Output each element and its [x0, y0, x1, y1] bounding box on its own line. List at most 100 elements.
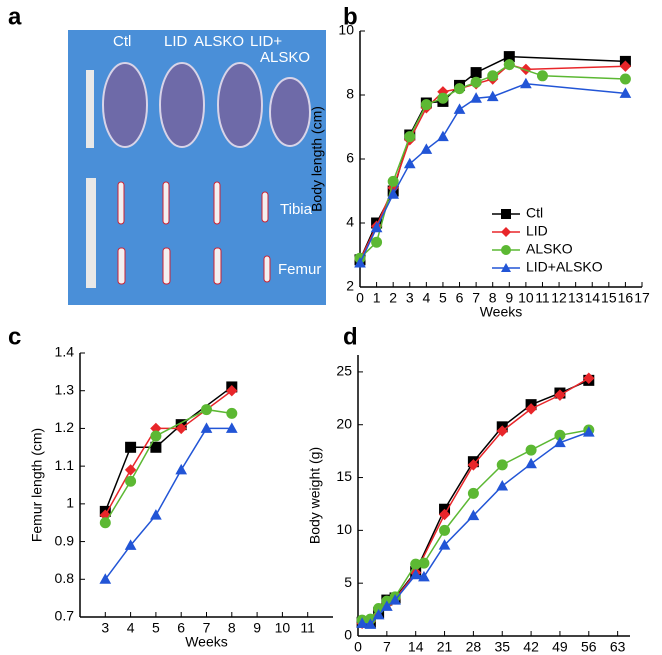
photo-label: Tibia — [280, 201, 313, 218]
marker — [619, 60, 632, 72]
marker — [467, 459, 480, 471]
photo-bones — [117, 181, 271, 285]
legend-label: ALSKO — [526, 241, 573, 257]
panel-letter: c — [8, 323, 21, 350]
marker — [175, 422, 187, 435]
marker — [487, 70, 499, 82]
marker — [387, 175, 399, 187]
x-tick-label: 12 — [551, 290, 567, 306]
y-tick-label: 1.2 — [55, 419, 75, 435]
legend-marker — [501, 245, 511, 255]
marker — [520, 63, 532, 76]
marker — [226, 385, 238, 397]
x-tick-label: 14 — [584, 290, 600, 306]
marker — [354, 256, 366, 268]
ruler — [86, 178, 96, 288]
marker — [467, 509, 480, 521]
marker — [619, 87, 632, 98]
x-tick-label: 14 — [408, 639, 424, 655]
series-line — [362, 379, 590, 624]
x-tick-label: 3 — [101, 620, 109, 636]
x-axis-label: Weeks — [185, 634, 228, 650]
x-tick-label: 8 — [489, 290, 497, 306]
x-tick-label: 21 — [437, 639, 453, 655]
x-tick-label: 3 — [406, 290, 414, 306]
y-axis-label: Body length (cm) — [309, 106, 325, 212]
x-tick-label: 63 — [610, 639, 626, 655]
x-tick-label: 10 — [275, 620, 291, 636]
y-tick-label: 0 — [344, 627, 352, 643]
marker — [420, 99, 432, 111]
x-tick-label: 7 — [383, 639, 391, 655]
y-tick-label: 0.8 — [55, 570, 75, 586]
y-axis-label: Body weight (g) — [307, 447, 323, 544]
x-axis-label: Weeks — [480, 304, 523, 320]
marker — [418, 557, 430, 569]
marker — [150, 430, 162, 442]
photo-label: ALSKO — [260, 49, 310, 66]
x-tick-label: 35 — [494, 639, 510, 655]
photo-label: LID — [164, 33, 188, 50]
x-tick-label: 5 — [439, 290, 447, 306]
marker — [99, 573, 112, 584]
marker — [99, 517, 111, 529]
legend-marker — [501, 227, 511, 237]
marker — [520, 77, 532, 89]
marker — [467, 487, 479, 499]
marker — [486, 90, 499, 102]
marker — [619, 73, 631, 85]
x-tick-label: 49 — [552, 639, 568, 655]
y-tick-label: 1.3 — [55, 381, 75, 397]
marker — [438, 539, 451, 550]
marker — [125, 441, 137, 453]
series-line — [104, 427, 232, 580]
y-tick-label: 6 — [346, 150, 354, 166]
legend-label: Ctl — [526, 205, 543, 221]
x-tick-label: 17 — [634, 290, 650, 306]
marker — [124, 464, 137, 476]
x-tick-label: 0 — [354, 639, 362, 655]
x-tick-label: 8 — [228, 620, 236, 636]
marker — [438, 508, 451, 521]
y-axis-label: Femur length (cm) — [29, 428, 45, 542]
x-tick-label: 9 — [505, 290, 513, 306]
x-tick-label: 2 — [389, 290, 397, 306]
series-line — [104, 408, 232, 524]
y-tick-label: 15 — [336, 468, 352, 484]
panel-letter: a — [8, 3, 22, 30]
x-tick-label: 16 — [618, 290, 634, 306]
x-tick-label: 4 — [127, 620, 135, 636]
marker — [470, 67, 482, 79]
y-tick-label: 8 — [346, 86, 354, 102]
marker — [125, 475, 137, 487]
y-tick-label: 1.1 — [55, 457, 75, 473]
photo-label: Femur — [278, 261, 321, 278]
marker — [525, 403, 537, 415]
x-tick-label: 5 — [152, 620, 160, 636]
marker — [439, 524, 451, 536]
photo-label: LID+ — [250, 33, 282, 50]
legend-marker — [501, 209, 511, 219]
marker — [364, 618, 377, 629]
x-tick-label: 56 — [581, 639, 597, 655]
y-tick-label: 0.7 — [55, 608, 75, 624]
y-tick-label: 2 — [346, 278, 354, 294]
panel-letter: b — [343, 3, 358, 30]
marker — [420, 143, 433, 154]
x-tick-label: 11 — [535, 290, 550, 306]
marker — [200, 422, 213, 433]
x-tick-label: 15 — [601, 290, 617, 306]
y-tick-label: 4 — [346, 214, 354, 230]
x-axis-label: Days — [478, 653, 510, 655]
x-tick-label: 11 — [300, 620, 315, 636]
marker — [371, 236, 383, 248]
marker — [370, 221, 383, 233]
marker — [409, 568, 422, 580]
marker — [582, 426, 595, 437]
x-tick-label: 28 — [466, 639, 482, 655]
y-tick-label: 5 — [344, 574, 352, 590]
marker — [403, 157, 416, 169]
marker — [554, 389, 566, 401]
x-tick-label: 6 — [177, 620, 185, 636]
x-tick-label: 7 — [203, 620, 211, 636]
